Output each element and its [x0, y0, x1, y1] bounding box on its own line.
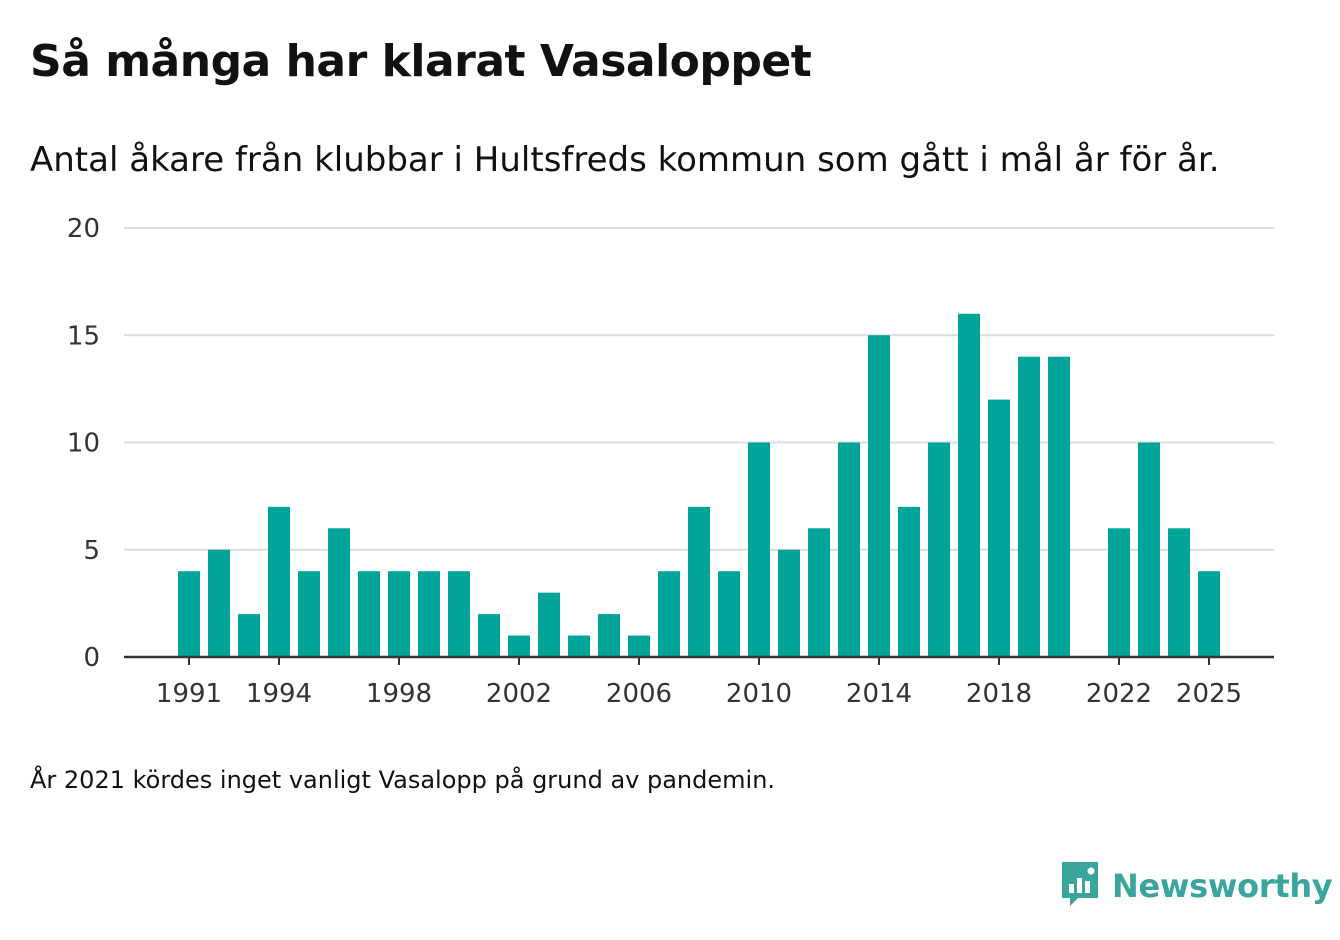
bar-1997 — [358, 571, 380, 657]
bar-2007 — [658, 571, 680, 657]
bar-2008 — [688, 506, 710, 657]
bar-2024 — [1168, 528, 1190, 657]
x-tick-label: 1998 — [366, 679, 432, 709]
axes: 0 5 10 15 20 1991 1994 1998 2002 2006 2010 2014 2018… — [67, 214, 1274, 709]
bar-1998 — [388, 571, 410, 657]
x-tick-label: 2010 — [726, 679, 792, 709]
bar-2020 — [1048, 356, 1070, 657]
x-tick-label: 1994 — [246, 679, 312, 709]
bar-2010 — [748, 442, 770, 657]
bar-2019 — [1018, 356, 1040, 657]
chart-title: Så många har klarat Vasaloppet — [30, 36, 812, 87]
brand-logo: Newsworthy — [1060, 860, 1333, 912]
y-tick-label: 10 — [67, 429, 100, 459]
x-tick-label: 2006 — [606, 679, 672, 709]
bar-2023 — [1138, 442, 1160, 657]
bar-2006 — [628, 635, 650, 657]
bar-1996 — [328, 528, 350, 657]
bar-2001 — [478, 614, 500, 657]
bar-1993 — [238, 614, 260, 657]
bar-2022 — [1108, 528, 1130, 657]
bar-1994 — [268, 506, 290, 657]
bar-2013 — [838, 442, 860, 657]
bar-2016 — [928, 442, 950, 657]
bar-1995 — [298, 571, 320, 657]
bar-1999 — [418, 571, 440, 657]
x-tick-label: 2002 — [486, 679, 552, 709]
bar-2017 — [958, 313, 980, 657]
bar-2025 — [1198, 571, 1220, 657]
x-tick-label: 2025 — [1176, 679, 1242, 709]
y-tick-label: 5 — [83, 536, 100, 566]
x-tick-label: 2014 — [846, 679, 912, 709]
gridlines — [124, 227, 1274, 551]
bar-2004 — [568, 635, 590, 657]
x-tick-label: 2022 — [1086, 679, 1152, 709]
newsworthy-logo-icon — [1060, 860, 1100, 912]
bar-2005 — [598, 614, 620, 657]
bar-2015 — [898, 506, 920, 657]
bar-2003 — [538, 592, 560, 657]
bar-2011 — [778, 549, 800, 657]
x-tick-label: 2018 — [966, 679, 1032, 709]
chart-subtitle: Antal åkare från klubbar i Hultsfreds ko… — [30, 140, 1220, 180]
footnote: År 2021 kördes inget vanligt Vasalopp på… — [30, 766, 776, 794]
y-tick-label: 15 — [67, 321, 100, 351]
y-tick-label: 20 — [67, 214, 100, 244]
bar-2009 — [718, 571, 740, 657]
bar-2018 — [988, 399, 1010, 657]
x-tick-label: 1991 — [156, 679, 222, 709]
bar-2002 — [508, 635, 530, 657]
bars — [178, 313, 1220, 657]
bar-2012 — [808, 528, 830, 657]
brand-name: Newsworthy — [1112, 867, 1333, 905]
y-tick-label: 0 — [83, 643, 100, 673]
bar-1992 — [208, 549, 230, 657]
bar-2000 — [448, 571, 470, 657]
bar-1991 — [178, 571, 200, 657]
bar-2014 — [868, 335, 890, 657]
